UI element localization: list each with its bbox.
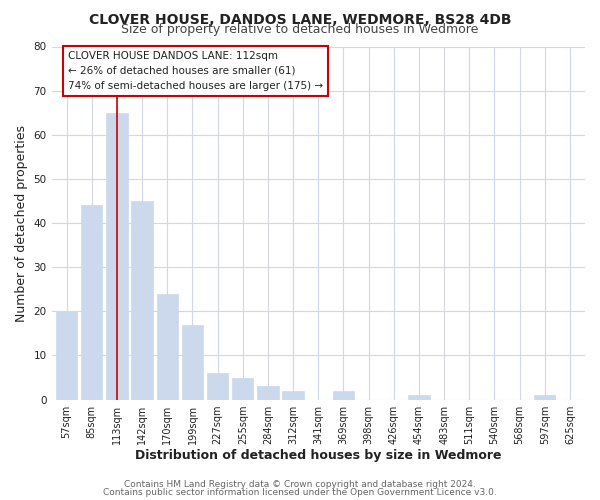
Text: Size of property relative to detached houses in Wedmore: Size of property relative to detached ho… — [121, 22, 479, 36]
Bar — [257, 386, 278, 400]
Bar — [157, 294, 178, 400]
Bar — [232, 378, 253, 400]
Bar — [283, 391, 304, 400]
Bar — [56, 312, 77, 400]
Bar — [106, 112, 128, 400]
Bar — [408, 395, 430, 400]
Bar — [131, 201, 153, 400]
Bar — [534, 395, 556, 400]
Bar — [182, 324, 203, 400]
Text: Contains public sector information licensed under the Open Government Licence v3: Contains public sector information licen… — [103, 488, 497, 497]
Text: CLOVER HOUSE DANDOS LANE: 112sqm
← 26% of detached houses are smaller (61)
74% o: CLOVER HOUSE DANDOS LANE: 112sqm ← 26% o… — [68, 51, 323, 90]
Bar — [81, 206, 103, 400]
Y-axis label: Number of detached properties: Number of detached properties — [15, 124, 28, 322]
Text: Contains HM Land Registry data © Crown copyright and database right 2024.: Contains HM Land Registry data © Crown c… — [124, 480, 476, 489]
Bar — [207, 373, 229, 400]
Text: CLOVER HOUSE, DANDOS LANE, WEDMORE, BS28 4DB: CLOVER HOUSE, DANDOS LANE, WEDMORE, BS28… — [89, 12, 511, 26]
Bar — [333, 391, 354, 400]
X-axis label: Distribution of detached houses by size in Wedmore: Distribution of detached houses by size … — [135, 450, 502, 462]
